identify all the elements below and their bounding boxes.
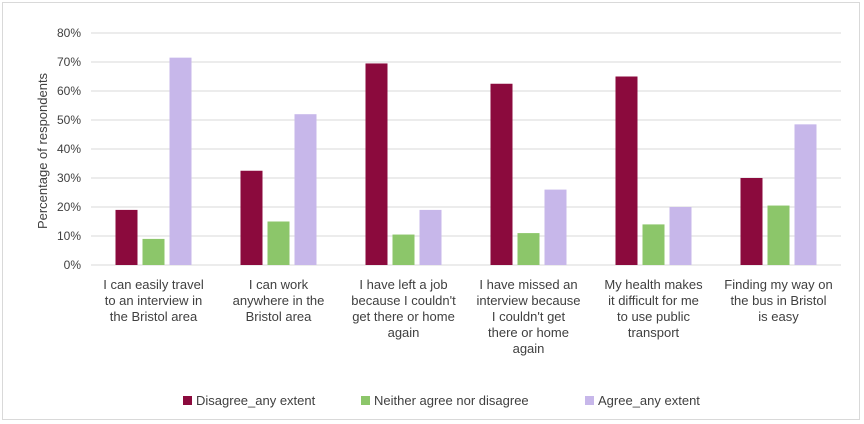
legend: Disagree_any extent Neither agree nor dis…: [183, 393, 700, 408]
x-category-label: to an interview in: [105, 293, 203, 308]
bar-disagree-any-extent-1: [240, 170, 263, 265]
x-category-label: the bus in Bristol: [730, 293, 826, 308]
x-category-label: because I couldn't: [351, 293, 456, 308]
y-tick-label: 70%: [57, 55, 81, 69]
x-category-label: again: [388, 325, 420, 340]
bar-agree-any-extent-0: [169, 57, 192, 266]
y-tick-label: 0%: [64, 258, 82, 272]
x-category-label: there or home: [488, 325, 569, 340]
bar-disagree-any-extent-4: [615, 76, 638, 265]
x-category-label: Finding my way on: [724, 277, 832, 292]
y-axis-label: Percentage of respondents: [35, 72, 50, 229]
x-category-label: Bristol area: [246, 309, 313, 324]
x-category-label: to use public: [617, 309, 690, 324]
legend-swatch: [585, 396, 594, 405]
chart: 0% 10% 20% 30% 40% 50% 60% 70% 80% Percentage of…: [35, 26, 841, 408]
legend-swatch: [183, 396, 192, 405]
bar-agree-any-extent-3: [544, 189, 567, 265]
bar-disagree-any-extent-2: [365, 63, 388, 266]
x-category-label: I have left a job: [359, 277, 447, 292]
bar-agree-any-extent-4: [669, 207, 692, 265]
y-tick-label: 80%: [57, 26, 81, 40]
legend-label: Agree_any extent: [598, 393, 700, 408]
x-category-label: interview because: [476, 293, 580, 308]
legend-label: Disagree_any extent: [196, 393, 316, 408]
y-tick-label: 20%: [57, 200, 81, 214]
bar-agree-any-extent-5: [794, 124, 817, 265]
bar-neither-agree-nor-disagree-3: [517, 233, 540, 265]
chart-frame: 0% 10% 20% 30% 40% 50% 60% 70% 80% Percentage of…: [2, 2, 860, 420]
y-tick-label: 10%: [57, 229, 81, 243]
x-category-label: anywhere in the: [233, 293, 325, 308]
y-tick-label: 40%: [57, 142, 81, 156]
x-category-label: is easy: [758, 309, 799, 324]
y-axis-ticks: 0% 10% 20% 30% 40% 50% 60% 70% 80%: [57, 26, 81, 272]
x-category-label: transport: [628, 325, 680, 340]
x-category-label: again: [513, 341, 545, 356]
bar-disagree-any-extent-5: [740, 178, 763, 265]
bar-neither-agree-nor-disagree-4: [642, 224, 665, 265]
bar-disagree-any-extent-3: [490, 83, 513, 265]
legend-swatch: [361, 396, 370, 405]
bar-agree-any-extent-2: [419, 209, 442, 265]
bar-disagree-any-extent-0: [115, 209, 138, 265]
bar-neither-agree-nor-disagree-0: [142, 238, 165, 265]
x-category-label: My health makes: [604, 277, 703, 292]
x-category-label: I couldn't get: [492, 309, 566, 324]
gridlines: [91, 32, 841, 266]
x-category-label: get there or home: [352, 309, 455, 324]
x-category-label: the Bristol area: [110, 309, 198, 324]
bar-neither-agree-nor-disagree-1: [267, 221, 290, 265]
bars: [115, 57, 817, 266]
x-category-label: I can easily travel: [103, 277, 204, 292]
x-category-label: I have missed an: [479, 277, 577, 292]
y-tick-label: 30%: [57, 171, 81, 185]
x-category-label: I can work: [249, 277, 309, 292]
y-tick-label: 60%: [57, 84, 81, 98]
legend-label: Neither agree nor disagree: [374, 393, 529, 408]
bar-neither-agree-nor-disagree-2: [392, 234, 415, 265]
x-category-label: it difficult for me: [608, 293, 699, 308]
bar-neither-agree-nor-disagree-5: [767, 205, 790, 265]
bar-agree-any-extent-1: [294, 114, 317, 265]
y-tick-label: 50%: [57, 113, 81, 127]
